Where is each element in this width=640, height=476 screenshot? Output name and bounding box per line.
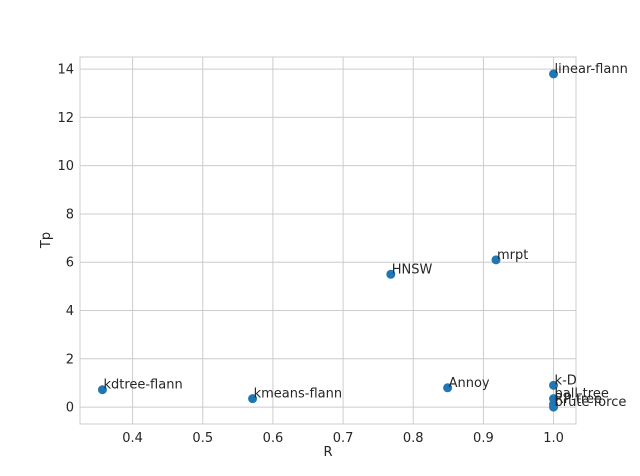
x-tick-label: 0.8	[403, 431, 424, 446]
y-tick-label: 0	[66, 401, 74, 416]
point-label: RP-tree	[555, 392, 602, 407]
point-label: kdtree-flann	[103, 378, 182, 393]
y-tick-label: 8	[66, 207, 74, 222]
data-point	[443, 383, 453, 393]
y-tick-label: 6	[66, 256, 74, 271]
data-point	[549, 380, 559, 390]
x-axis-label: R	[323, 445, 332, 460]
x-tick-label: 0.6	[263, 431, 284, 446]
y-tick-label: 2	[66, 352, 74, 367]
point-label: linear-flann	[555, 62, 628, 77]
y-tick-label: 14	[57, 63, 74, 78]
data-point	[386, 269, 396, 279]
x-tick-label: 0.7	[333, 431, 354, 446]
data-point	[491, 255, 501, 265]
grid	[80, 57, 576, 424]
point-labels: linear-flann mrpt HNSW kdtree-flann kmeans-f…	[103, 62, 627, 410]
data-point	[248, 394, 258, 404]
point-label: brute force	[555, 395, 627, 410]
x-tick-label: 0.5	[192, 431, 213, 446]
y-tick-label: 10	[57, 159, 74, 174]
data-points	[97, 69, 559, 412]
data-point	[97, 385, 107, 395]
point-label: Annoy	[449, 376, 490, 391]
y-tick-label: 4	[66, 304, 74, 319]
data-point	[549, 402, 559, 412]
x-tick-label: 1.0	[543, 431, 564, 446]
data-point	[549, 69, 559, 79]
point-label: HNSW	[392, 262, 433, 277]
point-label: kmeans-flann	[254, 387, 343, 402]
point-label: ball-tree	[555, 387, 609, 402]
x-tick-label: 0.9	[473, 431, 494, 446]
point-label: mrpt	[497, 248, 528, 263]
point-label: k-D	[555, 373, 577, 388]
y-tick-label: 12	[57, 111, 74, 126]
x-tick-label: 0.4	[122, 431, 143, 446]
x-axis-ticks: 0.4 0.5 0.6 0.7 0.8 0.9 1.0	[122, 431, 564, 446]
y-axis-label: Tp	[39, 232, 54, 249]
plot-frame	[79, 56, 577, 425]
y-axis-ticks: 0 2 4 6 8 10 12 14	[57, 63, 74, 416]
